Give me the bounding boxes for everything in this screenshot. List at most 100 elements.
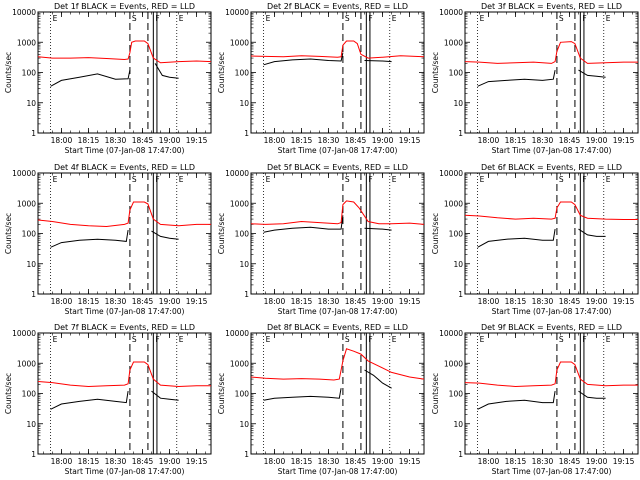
chart-panel-8: Det 8f BLACK = Events, RED = LLD 1 10 100 10… [217,323,425,476]
y-tick-label: 1000 [444,38,463,47]
x-tick-label: 19:00 [159,136,181,145]
y-tick-label: 10000 [225,169,249,178]
x-tick-label: 18:15 [78,297,100,306]
x-tick-label: 18:00 [478,457,500,466]
plot-frame [250,332,425,455]
chart-panel-4: Det 4f BLACK = Events, RED = LLD 1 10 100 10… [4,163,212,316]
x-tick-label: 18:00 [51,297,73,306]
x-tick-label: 18:45 [345,297,367,306]
lld-series-line [464,41,638,64]
x-tick-label: 18:45 [559,136,581,145]
x-tick-label: 18:15 [505,297,527,306]
marker-label: F [155,175,159,184]
plot-frame [464,332,639,455]
y-tick-label: 10000 [12,329,36,338]
marker-label: S [132,335,137,344]
marker-label: E [606,14,611,23]
y-tick-label: 1 [31,290,36,299]
marker-label: F [155,14,159,23]
x-axis-label: Start Time (07-Jan-08 17:47:00) [65,307,185,316]
events-series-line [263,52,344,66]
marker-label: S [132,175,137,184]
y-tick-label: 100 [449,230,464,239]
y-tick-label: 10 [26,420,36,429]
lld-series-line [250,200,425,225]
chart-panel-9: Det 9f BLACK = Events, RED = LLD 1 10 100 10… [431,323,639,476]
x-tick-label: 18:00 [264,136,286,145]
marker-label: E [480,335,485,344]
x-tick-label: 19:15 [186,297,208,306]
x-tick-label: 18:00 [478,136,500,145]
events-series-line [263,215,344,233]
x-tick-label: 18:45 [559,297,581,306]
chart-title: Det 3f BLACK = Events, RED = LLD [481,2,622,11]
plot-frame [464,172,639,295]
marker-label: F [155,335,159,344]
lld-series-line [250,40,425,59]
y-tick-label: 1000 [17,359,36,368]
x-axis-label: Start Time (07-Jan-08 17:47:00) [278,467,398,476]
y-tick-label: 10 [453,99,463,108]
chart-panel-6: Det 6f BLACK = Events, RED = LLD 1 10 100 10… [431,163,639,316]
lld-series-line [250,348,425,381]
events-series-line [578,69,606,78]
events-series-line [364,369,392,389]
x-tick-label: 18:15 [505,457,527,466]
lld-series-line [37,40,212,64]
x-axis-label: Start Time (07-Jan-08 17:47:00) [65,467,185,476]
events-series-line [364,60,392,63]
x-tick-label: 19:15 [613,457,635,466]
y-tick-label: 10000 [439,329,463,338]
plot-frame [250,11,425,134]
events-series-line [50,230,129,248]
y-tick-label: 1 [458,290,463,299]
x-axis-label: Start Time (07-Jan-08 17:47:00) [278,307,398,316]
x-tick-label: 18:30 [532,457,554,466]
x-tick-label: 18:15 [291,297,313,306]
x-tick-label: 19:00 [372,136,394,145]
marker-label: F [582,175,586,184]
y-tick-label: 100 [22,390,37,399]
x-tick-label: 19:15 [186,457,208,466]
y-tick-label: 10 [26,260,36,269]
lld-series-line [37,361,211,388]
x-tick-label: 19:15 [186,136,208,145]
x-tick-label: 19:15 [399,136,421,145]
x-tick-label: 19:00 [159,457,181,466]
marker-label: E [266,175,271,184]
x-tick-label: 18:45 [132,297,154,306]
marker-label: E [179,14,184,23]
y-tick-label: 10000 [225,329,249,338]
plot-frame [37,172,212,295]
y-tick-label: 100 [22,69,37,78]
chart-title: Det 5f BLACK = Events, RED = LLD [267,163,408,172]
chart-panel-5: Det 5f BLACK = Events, RED = LLD 1 10 100 10… [217,163,425,316]
marker-label: E [53,14,58,23]
marker-label: E [480,14,485,23]
y-tick-label: 1000 [444,199,463,208]
y-tick-label: 1000 [444,359,463,368]
x-tick-label: 19:00 [372,457,394,466]
x-tick-label: 18:45 [559,457,581,466]
y-tick-label: 1000 [230,199,249,208]
y-tick-label: 1000 [230,359,249,368]
marker-label: S [345,175,350,184]
marker-label: S [559,335,564,344]
y-tick-label: 10000 [439,169,463,178]
y-tick-label: 10 [239,260,249,269]
plot-frame [37,332,212,455]
events-series-line [578,390,606,399]
x-tick-label: 19:00 [372,297,394,306]
y-tick-label: 10 [453,260,463,269]
chart-title: Det 9f BLACK = Events, RED = LLD [481,323,622,332]
y-tick-label: 100 [235,390,250,399]
events-series-line [50,69,131,87]
events-series-line [151,230,179,240]
x-tick-label: 18:00 [264,297,286,306]
marker-label: E [392,14,397,23]
events-series-line [154,63,179,79]
y-tick-label: 1 [244,450,249,459]
marker-label: S [559,175,564,184]
plot-frame [464,11,639,134]
x-tick-label: 19:00 [586,457,608,466]
